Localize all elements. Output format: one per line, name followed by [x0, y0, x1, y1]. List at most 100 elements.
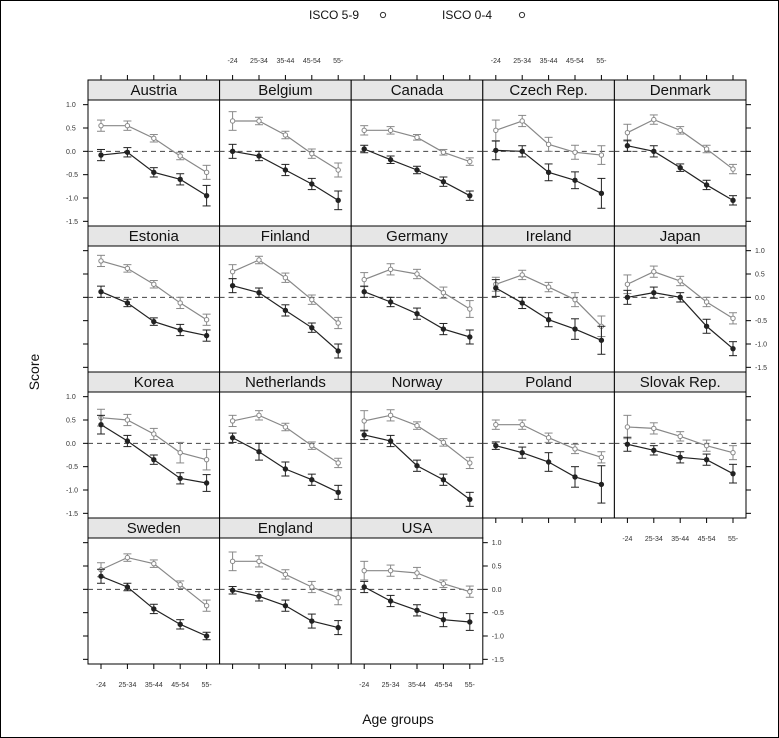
panel-title: Belgium [258, 82, 312, 99]
y-tick-label: -1.5 [66, 219, 78, 226]
series-isco-5-9-point [677, 127, 683, 134]
panel-finland: Finland [219, 225, 352, 373]
series-isco-5-9-point [309, 296, 315, 303]
x-axis-bottom [232, 664, 339, 669]
series-isco-5-9-point [282, 132, 289, 138]
x-axis-top: -24 25-34 35-44 45-54 55- [491, 58, 607, 80]
series-isco-5-9-point [151, 281, 157, 287]
series-isco-5-9-point [624, 424, 631, 430]
legend-label: ISCO 0-4 [442, 8, 492, 22]
series-isco-5-9-point [177, 449, 183, 456]
panel-title: Poland [525, 374, 572, 391]
series-isco-0-4-point [256, 289, 262, 296]
series-isco-5-9-point [335, 167, 341, 173]
panel-title: Sweden [127, 520, 181, 537]
x-tick-label: 35-44 [145, 682, 163, 689]
panel-plot-area [613, 245, 747, 373]
panel-title: Denmark [650, 82, 711, 99]
y-tick-label: 0.0 [66, 149, 76, 156]
x-tick-label: -24 [96, 682, 106, 689]
x-axis-top [363, 75, 471, 80]
panel-korea: Korea 1.0 0.5 0.0 -0.5 -1.0 -1.5 [66, 371, 221, 519]
series-isco-0-4-point [440, 477, 447, 483]
series-isco-0-4-point [572, 177, 578, 183]
series-isco-0-4-point [572, 474, 578, 480]
x-axis-title: Age groups [362, 711, 434, 727]
panel-title: Ireland [526, 228, 572, 245]
series-isco-0-4-point [151, 169, 157, 176]
series-isco-0-4-point [519, 300, 525, 306]
series-isco-0-4-point [730, 345, 736, 352]
panel-plot-area [87, 99, 221, 227]
y-tick-label: -1.0 [66, 488, 78, 495]
series-isco-5-9-point [361, 418, 367, 424]
panel-denmark: Denmark [613, 75, 751, 227]
x-axis-top [626, 75, 734, 80]
panel-plot-area [482, 245, 615, 373]
series-isco-0-4-point [256, 449, 262, 455]
y-tick-label: 0.0 [492, 587, 502, 594]
series-isco-0-4-point [651, 447, 657, 454]
series-isco-0-4-point [177, 176, 183, 183]
series-isco-5-9-point [440, 439, 447, 446]
x-tick-label: -24 [622, 536, 632, 543]
y-tick-label: -1.0 [755, 342, 767, 349]
series-isco-5-9-point [651, 268, 657, 275]
series-isco-5-9-point [335, 320, 341, 326]
x-tick-label: 45-54 [171, 682, 189, 689]
x-tick-label: 55- [202, 682, 213, 689]
panel-title: USA [402, 520, 433, 537]
x-tick-label: 35-44 [671, 536, 689, 543]
series-isco-0-4-point [177, 327, 183, 333]
series-isco-5-9-point [414, 134, 420, 141]
series-isco-5-9-point [124, 554, 131, 561]
series-isco-5-9-point [493, 127, 499, 134]
series-isco-0-4-point [256, 593, 262, 600]
legend-marker [518, 11, 526, 19]
series-isco-5-9-point [440, 581, 447, 587]
series-isco-5-9-point [282, 275, 289, 281]
series-isco-5-9-point [703, 146, 710, 152]
series-isco-0-4-point [598, 337, 605, 343]
panel-germany: Germany [350, 225, 484, 373]
series-isco-0-4-point [651, 148, 657, 155]
legend-label: ISCO 5-9 [309, 8, 359, 22]
series-isco-5-9-point [598, 152, 605, 158]
x-axis-bottom [495, 518, 602, 523]
series-isco-5-9-point [467, 158, 473, 165]
series-isco-0-4-point [493, 442, 499, 449]
panel-plot-area [350, 99, 484, 227]
series-isco-0-4-point [572, 326, 578, 332]
series-isco-0-4-point [624, 143, 631, 149]
y-tick-label: 0.5 [492, 564, 502, 571]
series-isco-5-9-point [203, 456, 210, 463]
series-isco-0-4-point [124, 584, 131, 590]
legend: ISCO 5-9 ISCO 0-4 [309, 8, 526, 22]
series-isco-0-4-point [309, 181, 315, 187]
x-tick-label: 55- [596, 58, 607, 65]
series-isco-5-9-point [203, 317, 210, 323]
series-isco-5-9-point [572, 446, 578, 452]
y-tick-label: -1.5 [66, 511, 78, 518]
y-axis-left: 1.0 0.5 0.0 -0.5 -1.0 -1.5 [66, 394, 88, 518]
series-isco-0-4-point [361, 146, 367, 152]
panel-plot-area [219, 391, 352, 519]
series-isco-0-4-point [256, 153, 262, 159]
series-isco-5-9-point [335, 595, 341, 601]
series-isco-5-9-point [440, 289, 447, 296]
series-isco-5-9-point [598, 454, 605, 461]
series-isco-5-9-point [519, 421, 525, 428]
series-isco-0-4-point [177, 621, 183, 628]
series-isco-5-9-point [387, 266, 394, 273]
series-isco-5-9-point [256, 412, 262, 419]
series-isco-0-4-point [124, 300, 131, 306]
series-isco-0-4-point [598, 190, 605, 197]
series-isco-5-9-point [545, 141, 552, 148]
series-isco-5-9-point [467, 460, 473, 466]
series-isco-0-4-point [387, 299, 394, 305]
series-isco-5-9-point [98, 258, 104, 264]
series-isco-5-9-point [361, 567, 367, 574]
series-isco-5-9-point [519, 272, 525, 278]
series-isco-5-9-point [177, 581, 183, 588]
